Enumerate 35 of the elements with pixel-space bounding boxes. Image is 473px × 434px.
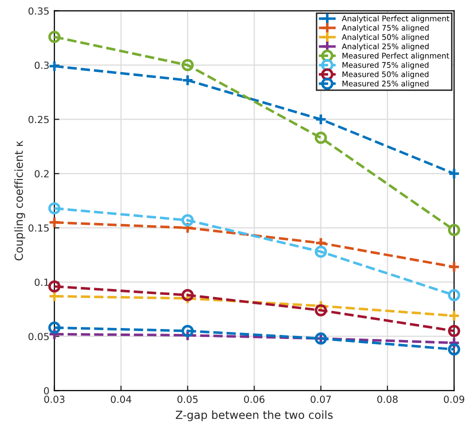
point	[182, 58, 194, 72]
point	[182, 324, 194, 338]
y-tick-label: 0.15	[28, 224, 49, 232]
point	[48, 30, 61, 43]
x-tick-label: 0.09	[444, 396, 464, 403]
y-tick-label: 0.3	[34, 62, 49, 69]
point	[48, 322, 61, 334]
point	[182, 289, 194, 302]
point	[182, 214, 194, 226]
y-tick-label: 0.1	[34, 278, 49, 286]
point	[48, 216, 61, 229]
point	[448, 224, 460, 236]
point	[314, 132, 327, 144]
x-tick-label: 0.04	[110, 396, 132, 403]
y-tick-label: 0.05	[28, 332, 49, 340]
y-tick-label: 0	[44, 387, 49, 394]
y-tick-label: 0.35	[28, 7, 49, 15]
x-tick-label: 0.03	[44, 396, 64, 403]
point	[48, 202, 61, 214]
point	[448, 343, 460, 356]
point	[448, 289, 460, 302]
point	[314, 246, 327, 258]
y-tick-label: 0.2	[34, 170, 49, 178]
x-tick-label: 0.06	[244, 396, 264, 403]
point	[314, 304, 327, 316]
x-tick-label: 0.07	[310, 396, 331, 403]
point	[48, 280, 61, 293]
x-axis-title: Z-gap between the two coils	[176, 410, 333, 422]
point	[448, 260, 460, 274]
y-tick-label: 0.25	[28, 116, 49, 124]
x-tick-label: 0.05	[177, 396, 198, 403]
y-axis-title: Coupling coefficient κ	[14, 140, 26, 260]
x-tick-label: 0.08	[377, 396, 398, 403]
point	[448, 310, 460, 322]
point	[448, 324, 460, 338]
